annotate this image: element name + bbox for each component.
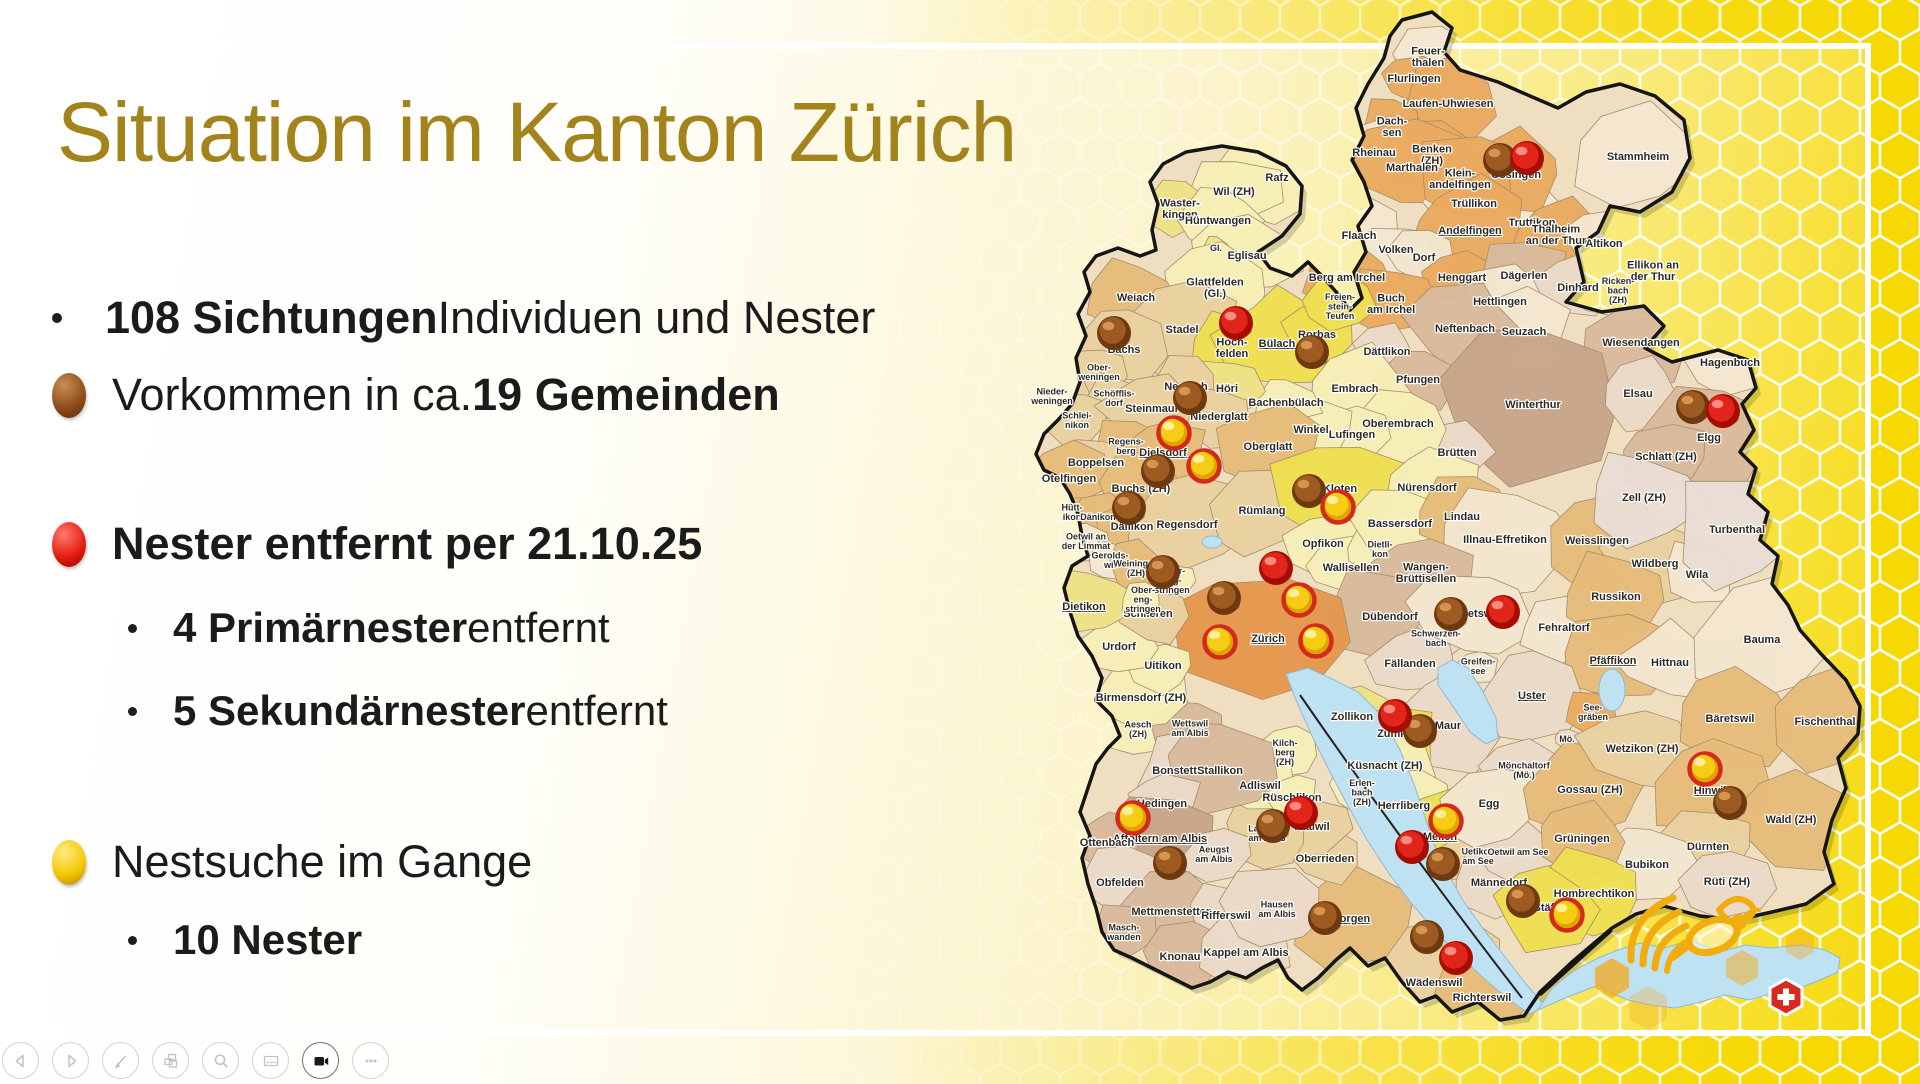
pen-tools-button[interactable] — [102, 1042, 139, 1079]
see-all-slides-icon — [163, 1053, 177, 1068]
bullet-item: 5 Sekundärnester entfernt — [128, 687, 668, 735]
subtitles-button[interactable] — [252, 1042, 289, 1079]
red-egg-bullet-icon — [52, 521, 86, 567]
bullet-list: 108 Sichtungen Individuen und Nester Vork… — [52, 292, 875, 964]
bullet-text: Individuen und Nester — [437, 292, 876, 343]
bullet-item: Nester entfernt per 21.10.25 — [52, 518, 702, 570]
magnifier-icon — [214, 1053, 228, 1068]
bullet-item: Nestsuche im Gange — [52, 836, 532, 888]
bullet-item: 4 Primärnester entfernt — [128, 604, 610, 652]
dot-bullet-icon — [52, 313, 62, 323]
pen-icon — [114, 1055, 126, 1069]
zoom-into-slide-button[interactable] — [202, 1042, 239, 1079]
bullet-text: 108 Sichtungen — [105, 292, 438, 343]
camera-icon — [314, 1056, 328, 1065]
brown-egg-bullet-icon — [52, 372, 86, 418]
bullet-item: Vorkommen in ca. 19 Gemeinden — [52, 369, 780, 421]
slide-frame — [47, 43, 1871, 1036]
bullet-text: Nester entfernt per 21.10.25 — [112, 518, 703, 569]
bullet-text: 10 Nester — [173, 916, 363, 963]
bullet-item: 108 Sichtungen Individuen und Nester — [52, 292, 875, 344]
bullet-text: entfernt — [467, 604, 610, 651]
dot-bullet-icon — [128, 706, 137, 716]
yellow-egg-bullet-icon — [52, 839, 86, 885]
camera-button[interactable] — [302, 1042, 339, 1079]
bullet-text: 19 Gemeinden — [472, 369, 780, 420]
previous-slide-button[interactable] — [2, 1042, 39, 1079]
arrow-right-icon — [67, 1054, 76, 1067]
more-options-button[interactable] — [352, 1042, 389, 1079]
ellipsis-icon — [364, 1058, 377, 1063]
subtitles-icon — [263, 1055, 278, 1066]
bullet-text: Nestsuche im Gange — [112, 836, 533, 887]
dot-bullet-icon — [128, 935, 137, 945]
bullet-text: 5 Sekundärnester — [173, 687, 526, 734]
bullet-item: 10 Nester — [128, 916, 362, 964]
bullet-text: 4 Primärnester — [173, 604, 468, 651]
see-all-slides-button[interactable] — [152, 1042, 189, 1079]
slide-title: Situation im Kanton Zürich — [57, 85, 1017, 179]
presenter-toolbar — [2, 1042, 389, 1079]
bullet-text: Vorkommen in ca. — [112, 369, 473, 420]
dot-bullet-icon — [128, 623, 137, 633]
bullet-text: entfernt — [525, 687, 668, 734]
next-slide-button[interactable] — [52, 1042, 89, 1079]
arrow-left-icon — [15, 1054, 24, 1067]
